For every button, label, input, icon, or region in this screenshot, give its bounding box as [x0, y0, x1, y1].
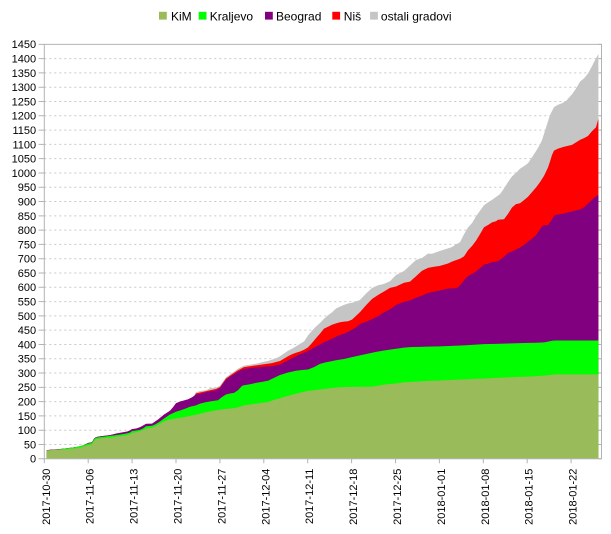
svg-text:200: 200 — [18, 397, 36, 409]
svg-text:1050: 1050 — [12, 154, 36, 166]
svg-text:2017-12-25: 2017-12-25 — [392, 469, 404, 525]
svg-text:50: 50 — [24, 439, 36, 451]
svg-text:2018-01-22: 2018-01-22 — [568, 469, 580, 525]
svg-text:1300: 1300 — [12, 82, 36, 94]
svg-text:Niš: Niš — [344, 9, 361, 23]
svg-text:450: 450 — [18, 325, 36, 337]
svg-text:950: 950 — [18, 182, 36, 194]
svg-text:ostali gradovi: ostali gradovi — [381, 9, 452, 23]
svg-text:750: 750 — [18, 239, 36, 251]
svg-text:1100: 1100 — [12, 139, 36, 151]
svg-text:700: 700 — [18, 254, 36, 266]
svg-text:KiM: KiM — [171, 9, 192, 23]
svg-text:0: 0 — [30, 454, 36, 466]
svg-text:2018-01-01: 2018-01-01 — [436, 469, 448, 525]
svg-text:2017-11-06: 2017-11-06 — [85, 469, 97, 524]
svg-text:100: 100 — [18, 425, 36, 437]
svg-text:900: 900 — [18, 197, 36, 209]
svg-text:1200: 1200 — [12, 111, 36, 123]
svg-text:2017-10-30: 2017-10-30 — [41, 469, 53, 525]
svg-text:2017-11-27: 2017-11-27 — [216, 469, 228, 524]
svg-text:Beograd: Beograd — [276, 9, 321, 23]
svg-text:500: 500 — [18, 311, 36, 323]
svg-text:350: 350 — [18, 354, 36, 366]
svg-text:850: 850 — [18, 211, 36, 223]
svg-text:1000: 1000 — [12, 168, 36, 180]
svg-text:1150: 1150 — [12, 125, 36, 137]
svg-text:150: 150 — [18, 411, 36, 423]
svg-text:1250: 1250 — [12, 96, 36, 108]
svg-text:550: 550 — [18, 297, 36, 309]
svg-text:2018-01-08: 2018-01-08 — [480, 469, 492, 525]
svg-text:2018-01-15: 2018-01-15 — [524, 469, 536, 525]
svg-text:2017-11-20: 2017-11-20 — [173, 469, 185, 524]
svg-text:2017-12-04: 2017-12-04 — [260, 469, 272, 525]
svg-text:2017-11-13: 2017-11-13 — [129, 469, 141, 524]
svg-text:600: 600 — [18, 282, 36, 294]
svg-text:400: 400 — [18, 339, 36, 351]
svg-text:2017-12-18: 2017-12-18 — [348, 469, 360, 525]
svg-text:250: 250 — [18, 382, 36, 394]
svg-text:1400: 1400 — [12, 54, 36, 66]
svg-text:1350: 1350 — [12, 68, 36, 80]
svg-text:2017-12-11: 2017-12-11 — [304, 469, 316, 524]
svg-text:Kraljevo: Kraljevo — [210, 9, 254, 23]
svg-text:800: 800 — [18, 225, 36, 237]
svg-text:650: 650 — [18, 268, 36, 280]
svg-text:1450: 1450 — [12, 39, 36, 51]
svg-text:300: 300 — [18, 368, 36, 380]
